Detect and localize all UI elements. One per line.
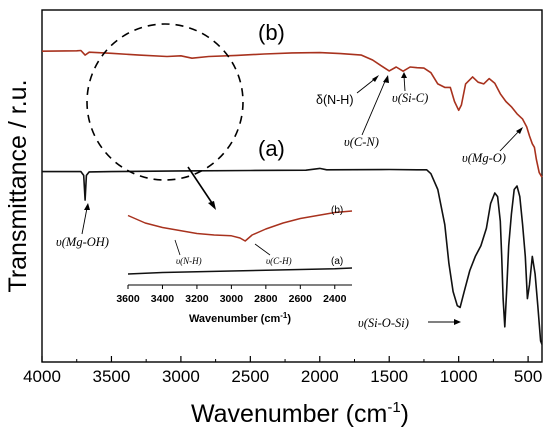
- x-tick-label: 2000: [301, 367, 339, 386]
- inset-vCH-pointer: [254, 243, 271, 256]
- inset-x-tick-label: 2600: [289, 293, 313, 305]
- band-label-vMgOH: υ(Mg-OH): [56, 235, 109, 249]
- x-axis-label: Wavenumber (cm-1): [191, 399, 409, 428]
- band-arrowhead-vSiOSi: [454, 319, 461, 325]
- y-axis-label: Transmittance / r.u.: [4, 79, 32, 292]
- inset-panel: 3600 3400 3200 3000 2800 2600 2400 Wavenumber …: [116, 205, 353, 325]
- x-tick-label: 1500: [370, 367, 408, 386]
- band-arrowhead-vMgOH: [84, 203, 90, 210]
- x-axis-ticks: 4000 3500 3000 2500 2000 1500 1000 500: [23, 356, 542, 386]
- band-label-vSiOSi: υ(Si-O-Si): [358, 316, 409, 330]
- inset-x-tick-label: 3400: [151, 293, 175, 305]
- series-line-a: [42, 167, 543, 345]
- series-label-b: (b): [258, 20, 285, 45]
- band-pointer-vSiC: [403, 75, 406, 92]
- inset-label-vNH: υ(N-H): [176, 256, 202, 266]
- x-tick-label: 1000: [440, 367, 478, 386]
- inset-x-tick-label: 3600: [116, 293, 140, 305]
- band-arrowhead-vSiC: [401, 72, 407, 78]
- band-pointer-dNH: [356, 77, 377, 94]
- band-arrowhead-vMgO: [516, 127, 523, 134]
- inset-x-ticks: 3600 3400 3200 3000 2800 2600 2400: [116, 285, 347, 305]
- inset-label-a: (a): [331, 256, 343, 267]
- plot-frame: [41, 9, 543, 363]
- band-arrowhead-vCN: [383, 75, 389, 83]
- band-label-vCN: υ(C-N): [344, 135, 379, 149]
- inset-x-tick-label: 2800: [254, 293, 278, 305]
- inset-x-axis-label: Wavenumber (cm-1): [189, 311, 291, 325]
- inset-vNH-pointer: [174, 239, 181, 256]
- x-tick-label: 3000: [162, 367, 200, 386]
- main-series-group: [41, 49, 543, 345]
- series-line-b: [41, 49, 543, 178]
- zoom-circle: [86, 23, 244, 181]
- zoom-arrow: [187, 166, 215, 207]
- band-label-vMgO: υ(Mg-O): [462, 151, 506, 165]
- inset-x-tick-label: 2400: [323, 293, 347, 305]
- band-pointer-vMgOH: [81, 207, 88, 235]
- band-label-dNH: δ(N-H): [316, 93, 354, 107]
- inset-series-line-a: [127, 267, 353, 275]
- x-tick-label: 4000: [23, 367, 61, 386]
- band-pointer-vMgO: [499, 129, 521, 152]
- x-tick-label: 3500: [93, 367, 131, 386]
- inset-x-tick-label: 3000: [220, 293, 244, 305]
- series-label-a: (a): [258, 136, 285, 161]
- x-tick-label: 2500: [231, 367, 269, 386]
- inset-label-b: (b): [331, 205, 343, 216]
- inset-series-group: [127, 210, 353, 275]
- inset-label-vCH: υ(C-H): [266, 256, 292, 266]
- band-arrowhead-dNH: [372, 75, 379, 82]
- inset-x-tick-label: 3200: [185, 293, 209, 305]
- x-tick-label: 500: [514, 367, 542, 386]
- zoom-arrow-head: [208, 201, 216, 210]
- band-pointer-vCN: [361, 78, 387, 136]
- inset-series-line-b: [127, 210, 353, 242]
- band-label-vSiC: υ(Si-C): [392, 91, 428, 105]
